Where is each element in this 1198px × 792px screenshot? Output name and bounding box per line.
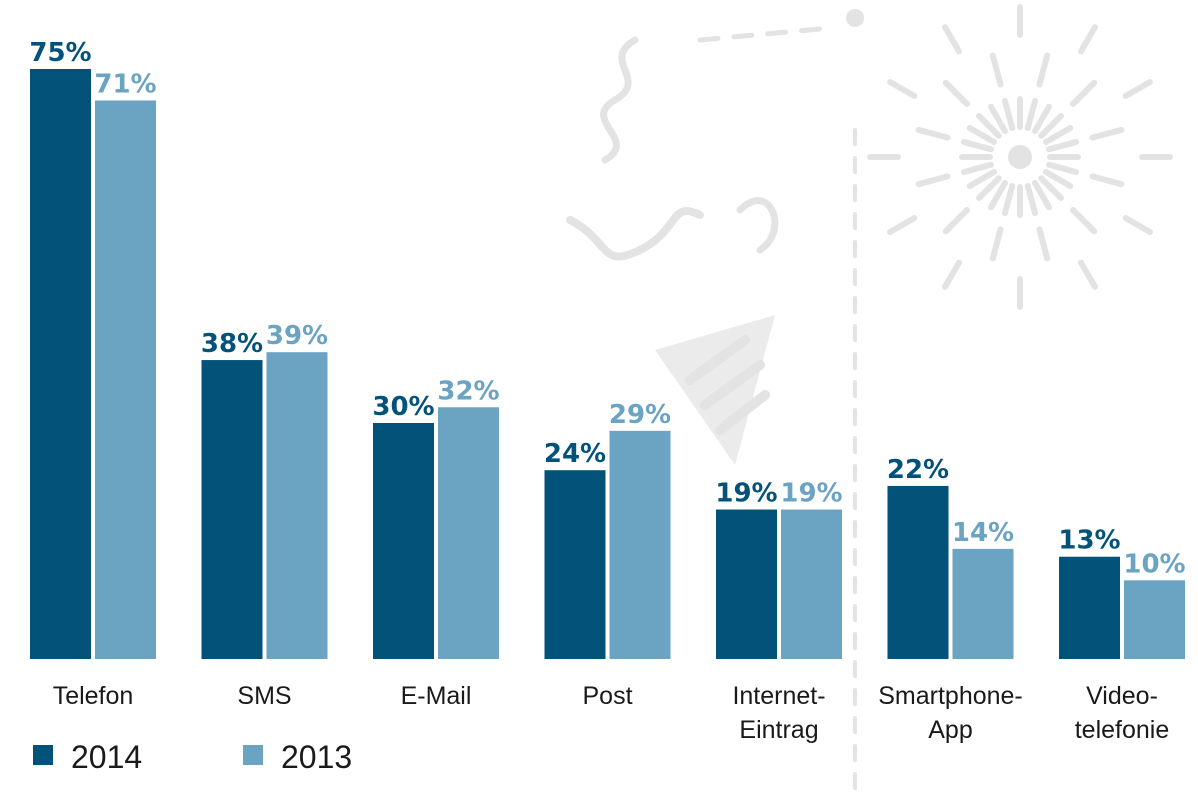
bar-2014-5 [887, 485, 949, 659]
bar-2014-3 [544, 470, 606, 659]
category-label-2: E-Mail [401, 682, 472, 710]
legend: 2014 2013 [33, 739, 352, 775]
legend-label-2013: 2013 [281, 739, 352, 775]
bar-2013-5 [952, 548, 1014, 659]
category-label-5: Smartphone-App [878, 682, 1023, 744]
confetti-line-icon [697, 25, 833, 43]
value-label-2014-1: 38% [201, 329, 263, 359]
legend-swatch-2013 [243, 745, 263, 765]
legend-label-2014: 2014 [71, 739, 142, 775]
bar-2014-4 [716, 509, 777, 659]
bar-2014-0 [30, 69, 91, 659]
legend-swatch-2014 [33, 745, 53, 765]
streamer-loop-icon [736, 197, 779, 254]
bar-2013-4 [781, 509, 842, 659]
value-label-2014-5: 22% [887, 455, 949, 485]
category-labels-group: Telefon SMS E-Mail Post Internet-Eintrag Smar… [53, 682, 1170, 744]
bar-2013-3 [609, 430, 671, 659]
category-label-1: SMS [237, 682, 291, 710]
value-label-2014-0: 75% [29, 38, 91, 68]
party-hat-stripes-icon [685, 335, 770, 435]
value-label-2014-4: 19% [715, 479, 777, 509]
streamer-curl-icon [566, 206, 704, 261]
value-label-2013-3: 29% [609, 400, 671, 430]
bar-2014-1 [201, 360, 263, 659]
value-label-2013-2: 32% [437, 376, 499, 406]
firework-center-icon [1008, 145, 1032, 169]
streamer-spiral-icon [600, 36, 639, 164]
category-label-3: Post [582, 682, 632, 710]
value-label-2013-4: 19% [780, 479, 842, 509]
value-label-2014-3: 24% [544, 439, 606, 469]
bar-2013-6 [1124, 580, 1185, 659]
firework-rays-icon [867, 4, 1173, 310]
bar-2013-2 [438, 407, 499, 659]
sparkle-star-icon [846, 9, 864, 27]
value-label-2013-6: 10% [1123, 549, 1185, 579]
value-label-2014-6: 13% [1058, 526, 1120, 556]
category-label-4: Internet-Eintrag [732, 682, 825, 744]
category-label-6: Video-telefonie [1075, 682, 1170, 744]
background-decoration [566, 4, 1173, 792]
bar-2013-1 [266, 352, 328, 659]
value-label-2014-2: 30% [372, 392, 434, 422]
bar-2013-0 [95, 100, 156, 659]
value-labels-group: 75%71% 38% 39% 30%32% 24%29% 19% 19% 22% 14% 13%1… [29, 38, 1185, 579]
bar-2014-6 [1059, 556, 1120, 659]
bars-group [30, 69, 1185, 659]
bar-2014-2 [373, 423, 434, 659]
value-label-2013-5: 14% [952, 518, 1014, 548]
party-hat-icon [655, 315, 775, 465]
value-label-2013-0: 71% [94, 69, 156, 99]
value-label-2013-1: 39% [266, 321, 328, 351]
category-label-0: Telefon [53, 682, 134, 710]
